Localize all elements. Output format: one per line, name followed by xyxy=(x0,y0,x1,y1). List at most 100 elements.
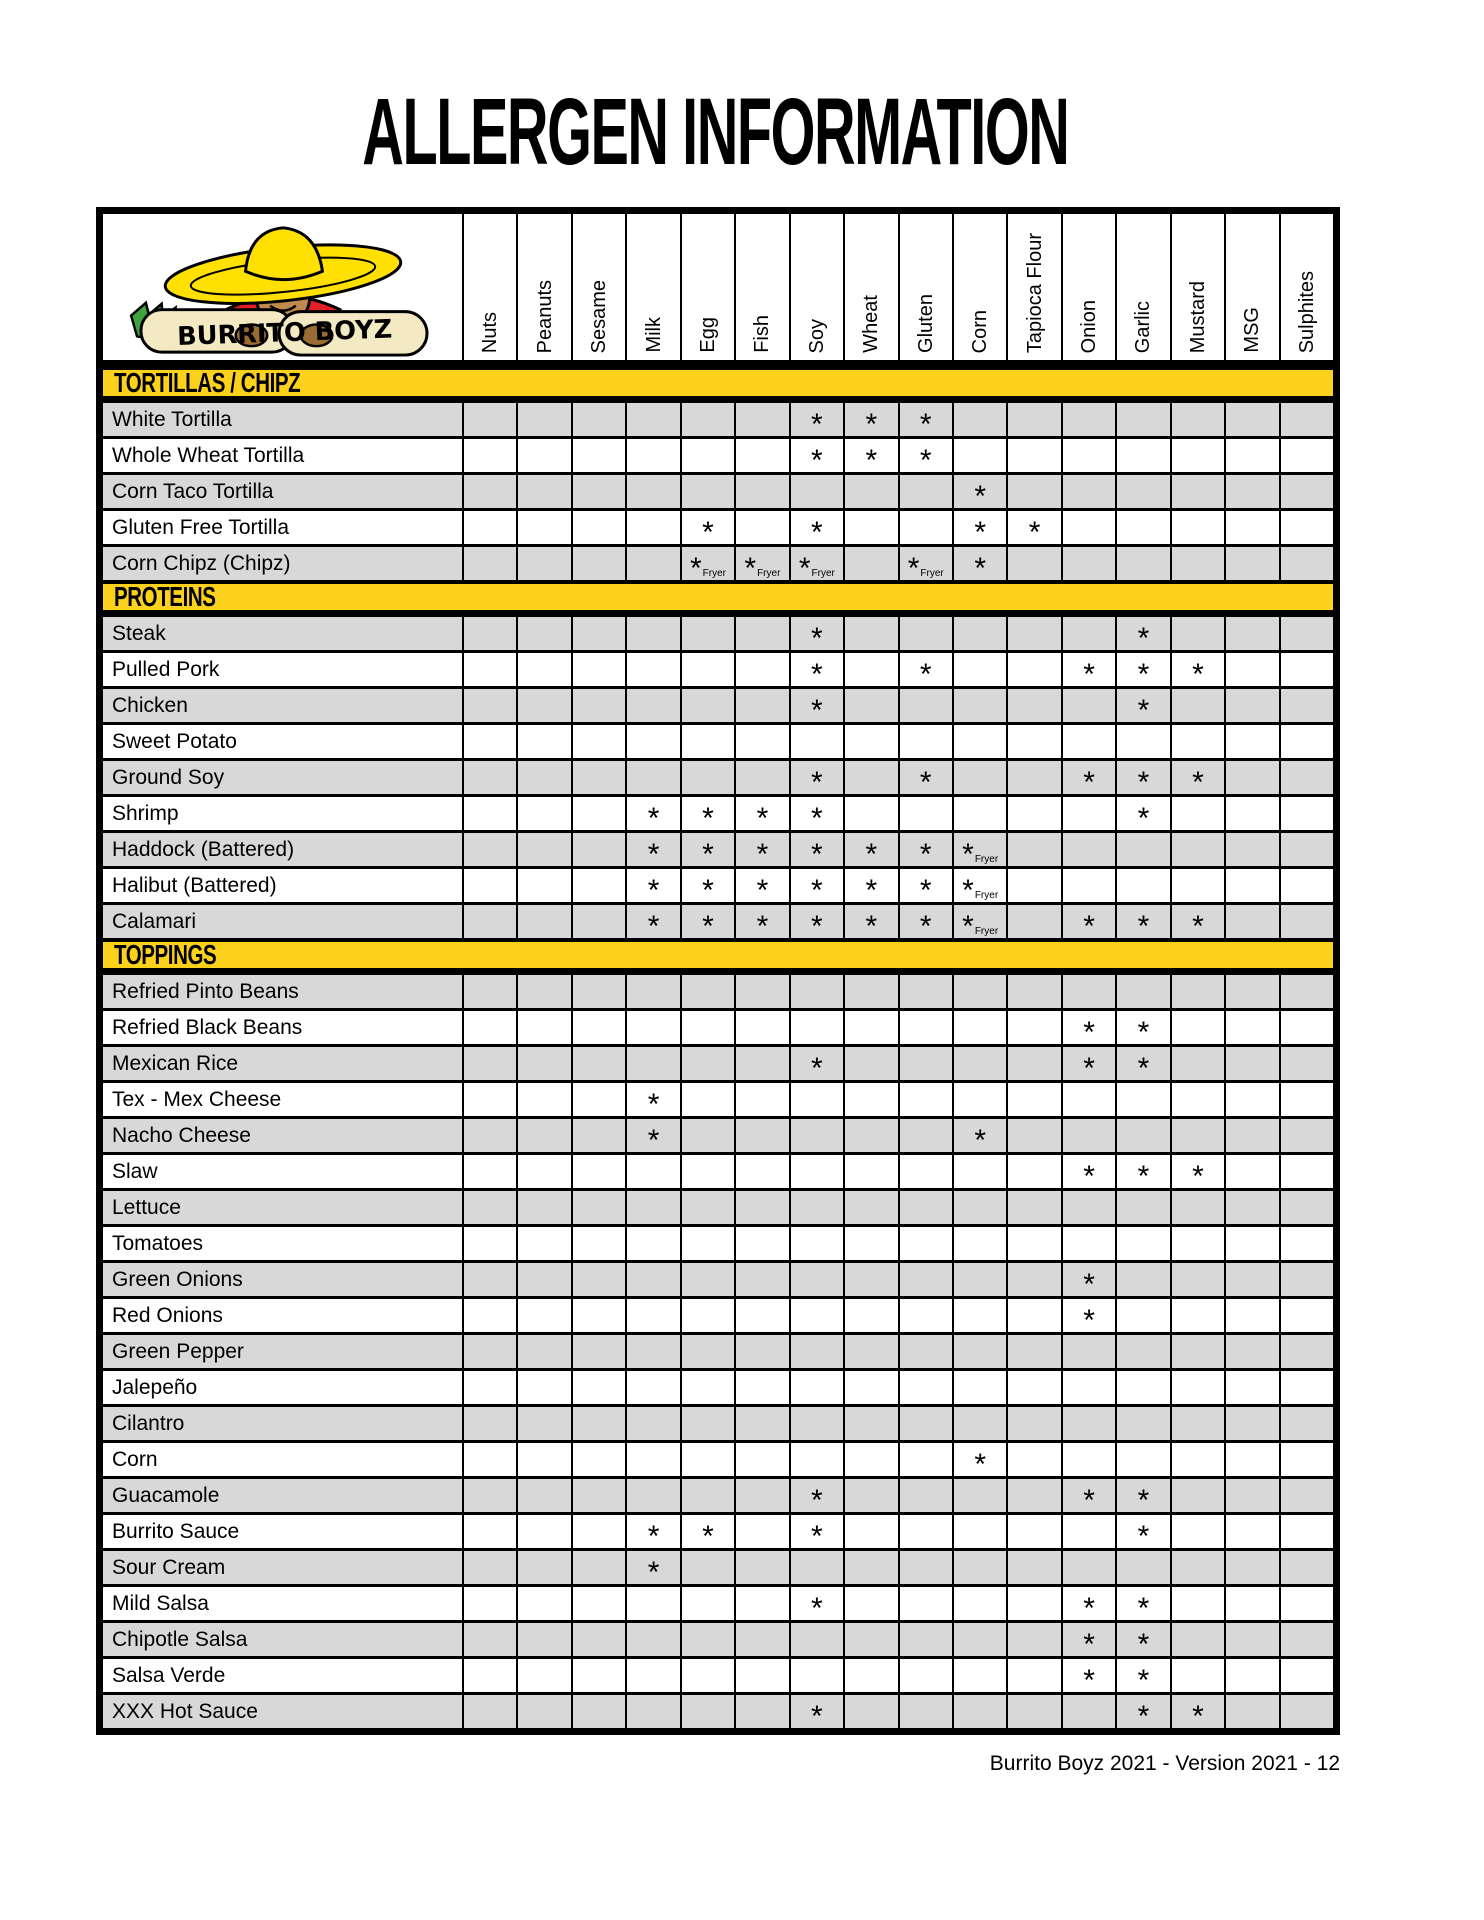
mark-cell-nuts xyxy=(462,1407,516,1440)
mark-cell-mustard: * xyxy=(1169,905,1224,941)
mark-cell-gluten: * xyxy=(897,653,952,689)
table-row-shrimp: Shrimp * * * * * xyxy=(103,794,1333,833)
mark-cell-nuts xyxy=(462,975,516,1008)
mark-cell-nuts xyxy=(462,1227,516,1260)
mark-cell-fish xyxy=(734,1155,788,1188)
mark-cell-soy: * xyxy=(788,1695,843,1731)
mark-cell-tapioca-flour xyxy=(1006,617,1060,650)
mark-cell-tapioca-flour xyxy=(1006,833,1060,866)
logo-cell: BURRITO BOYZ xyxy=(103,214,462,360)
allergen-table-body: TORTILLAS / CHIPZ White Tortilla * * * Whole … xyxy=(103,366,1333,1731)
mark-cell-nuts xyxy=(462,403,516,436)
mark-cell-onion xyxy=(1060,1407,1115,1440)
mark-cell-soy: * xyxy=(788,833,843,869)
table-row-guacamole: Guacamole * * * xyxy=(103,1476,1333,1515)
mark-cell-msg xyxy=(1224,1299,1278,1332)
mark-cell-wheat xyxy=(843,1551,897,1584)
allergen-mark-asterisk: * xyxy=(811,621,823,655)
mark-cell-peanuts xyxy=(516,547,570,580)
mark-cell-peanuts xyxy=(516,439,570,472)
mark-cell-msg xyxy=(1224,1623,1278,1656)
mark-cell-tapioca-flour xyxy=(1006,1371,1060,1404)
allergen-mark-asterisk: * xyxy=(1083,1483,1095,1517)
mark-cell-soy xyxy=(788,1659,843,1692)
mark-cell-egg xyxy=(679,1479,734,1512)
table-row-gluten-free-tortilla: Gluten Free Tortilla * * * * xyxy=(103,508,1333,547)
mark-cell-fish: * xyxy=(734,905,788,941)
allergen-mark-asterisk: * xyxy=(974,1447,986,1481)
allergen-mark-asterisk: * xyxy=(647,1087,660,1121)
allergen-mark-asterisk: * xyxy=(974,479,986,513)
mark-cell-fish xyxy=(734,617,788,650)
mark-cell-wheat xyxy=(843,1227,897,1260)
row-label: Steak xyxy=(112,621,166,645)
row-label: Corn Chipz (Chipz) xyxy=(112,551,291,575)
mark-cell-wheat xyxy=(843,1047,897,1080)
mark-cell-peanuts xyxy=(516,403,570,436)
mark-cell-egg xyxy=(679,439,734,472)
mark-cell-mustard xyxy=(1169,1443,1224,1476)
mark-cell-sesame xyxy=(570,1155,625,1188)
allergen-mark-asterisk: * xyxy=(1137,1591,1150,1625)
allergen-mark-asterisk: * xyxy=(865,873,878,907)
column-header-label: Onion xyxy=(1078,299,1101,353)
allergen-mark-asterisk: * xyxy=(1192,657,1204,691)
fryer-note: Fryer xyxy=(974,889,999,901)
allergen-mark-asterisk: * xyxy=(811,1519,823,1553)
mark-cell-peanuts xyxy=(516,1551,570,1584)
mark-cell-milk xyxy=(625,1623,679,1656)
table-row-mild-salsa: Mild Salsa * * * xyxy=(103,1584,1333,1623)
mark-cell-garlic xyxy=(1115,869,1169,902)
mark-cell-egg xyxy=(679,689,734,722)
table-row-corn-taco-tortilla: Corn Taco Tortilla * xyxy=(103,472,1333,511)
mark-cell-wheat xyxy=(843,1407,897,1440)
column-header-label: Nuts xyxy=(479,311,502,353)
mark-cell-peanuts xyxy=(516,1335,570,1368)
mark-cell-onion xyxy=(1060,403,1115,436)
mark-cell-corn xyxy=(951,1191,1006,1224)
mark-cell-soy: * xyxy=(788,1047,843,1083)
mark-cell-tapioca-flour xyxy=(1006,761,1060,794)
mark-cell-onion xyxy=(1060,833,1115,866)
mark-cell-soy xyxy=(788,1119,843,1152)
mark-cell-soy: * Fryer xyxy=(788,547,843,583)
mark-cell-wheat xyxy=(843,1119,897,1152)
mark-cell-tapioca-flour xyxy=(1006,1695,1060,1728)
allergen-mark-asterisk: * xyxy=(919,873,932,907)
mark-cell-nuts xyxy=(462,869,516,902)
mark-cell-nuts xyxy=(462,1263,516,1296)
allergen-mark-asterisk: * xyxy=(702,801,714,835)
column-header-garlic: Garlic xyxy=(1115,214,1169,360)
mark-cell-egg: * xyxy=(679,833,734,869)
mark-cell-msg xyxy=(1224,1479,1278,1512)
mark-cell-garlic xyxy=(1115,1227,1169,1260)
mark-cell-gluten xyxy=(897,1479,952,1512)
mark-cell-msg xyxy=(1224,1155,1278,1188)
mark-cell-peanuts xyxy=(516,1587,570,1620)
table-row-red-onions: Red Onions * xyxy=(103,1296,1333,1335)
mark-cell-corn xyxy=(951,1047,1006,1080)
mark-cell-msg xyxy=(1224,1551,1278,1584)
mark-cell-nuts xyxy=(462,1155,516,1188)
allergen-mark-asterisk: * xyxy=(647,801,660,835)
mark-cell-corn xyxy=(951,653,1006,686)
allergen-mark-asterisk: * xyxy=(919,657,932,691)
mark-cell-corn xyxy=(951,1551,1006,1584)
allergen-mark-asterisk: * xyxy=(811,657,823,691)
mark-cell-wheat xyxy=(843,1623,897,1656)
mark-cell-mustard xyxy=(1169,547,1224,580)
mark-cell-gluten xyxy=(897,1191,952,1224)
mark-cell-onion: * xyxy=(1060,653,1115,689)
mark-cell-wheat: * xyxy=(843,869,897,905)
row-label: Pulled Pork xyxy=(112,657,220,681)
row-label: Whole Wheat Tortilla xyxy=(112,443,305,467)
mark-cell-fish xyxy=(734,1299,788,1332)
mark-cell-sesame xyxy=(570,725,625,758)
mark-cell-gluten xyxy=(897,1119,952,1152)
mark-cell-fish xyxy=(734,1119,788,1152)
mark-cell-mustard xyxy=(1169,1659,1224,1692)
mark-cell-msg xyxy=(1224,511,1278,544)
row-label: Haddock (Battered) xyxy=(112,837,295,861)
mark-cell-wheat xyxy=(843,761,897,794)
mark-cell-soy xyxy=(788,1155,843,1188)
